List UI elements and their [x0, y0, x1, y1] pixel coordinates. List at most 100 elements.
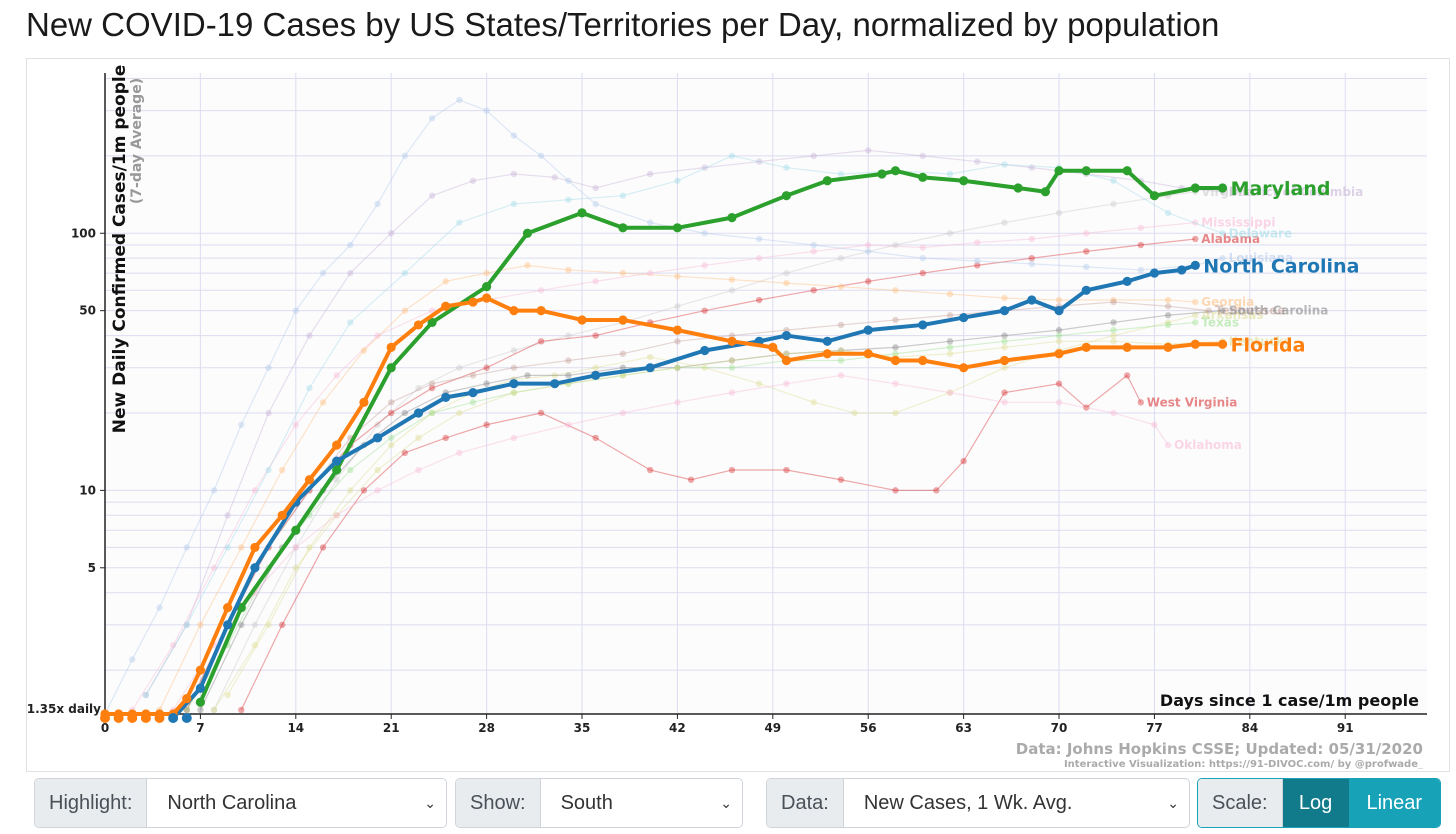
x-tick-label: 14 — [287, 721, 304, 735]
highlight-select[interactable]: Highlight: North Carolina ⌄ — [34, 778, 447, 828]
series-label: Kentucky — [1229, 334, 1292, 348]
data-point — [1055, 209, 1063, 217]
data-point — [946, 338, 954, 345]
data-point — [810, 287, 817, 294]
data-point — [959, 176, 969, 186]
data-point — [524, 262, 531, 269]
data-point — [1164, 441, 1172, 449]
data-point — [863, 325, 873, 335]
data-point — [347, 487, 354, 494]
data-point — [522, 228, 533, 238]
data-point — [672, 325, 683, 335]
data-point — [1110, 409, 1117, 417]
data-point — [946, 389, 954, 396]
data-point — [863, 349, 873, 359]
data-point — [837, 283, 845, 290]
x-tick-label: 56 — [860, 721, 877, 735]
series-label: Tennessee — [1215, 304, 1286, 318]
data-point — [974, 257, 981, 265]
data-point — [781, 330, 792, 341]
data-point — [510, 170, 518, 178]
scale-label: Scale: — [1198, 779, 1283, 827]
data-point — [1081, 285, 1091, 295]
data-point — [783, 164, 790, 171]
data-point — [442, 434, 449, 442]
data-point — [1164, 321, 1172, 329]
data-point — [946, 290, 954, 298]
series-line-georgia — [158, 264, 1196, 711]
data-point — [1205, 307, 1213, 314]
data-point — [292, 307, 300, 314]
linear-scale-button[interactable]: Linear — [1348, 779, 1440, 827]
series-line-oklahoma — [172, 374, 1169, 711]
data-point — [1219, 307, 1226, 314]
data-point — [428, 384, 436, 392]
series-line-west-virginia — [240, 374, 1142, 711]
data-point — [401, 449, 409, 457]
data-point — [619, 409, 627, 417]
data-point — [223, 603, 233, 613]
data-point — [413, 320, 424, 330]
data-point — [918, 172, 928, 182]
data-point — [1177, 265, 1187, 275]
log-scale-button[interactable]: Log — [1282, 779, 1349, 827]
data-point — [592, 434, 599, 442]
data-point — [183, 621, 190, 629]
data-point — [347, 319, 354, 326]
data-point — [550, 379, 560, 389]
data-point — [783, 466, 790, 474]
axis-dot — [113, 713, 124, 723]
data-point — [999, 355, 1010, 366]
data-point — [224, 544, 231, 551]
data-point — [810, 399, 817, 406]
x-tick-label: 63 — [955, 721, 972, 735]
data-point — [483, 380, 490, 387]
data-point — [333, 372, 340, 379]
data-point — [1110, 319, 1117, 326]
data-point — [183, 706, 190, 714]
data-point — [413, 408, 424, 418]
credit-text: Interactive Visualization: https://91-DI… — [1064, 759, 1423, 769]
data-point — [1164, 296, 1172, 304]
data-point — [388, 409, 395, 417]
data-point — [1190, 260, 1200, 270]
data-point — [524, 372, 531, 379]
data-point — [837, 372, 845, 379]
data-point — [238, 544, 245, 551]
data-point — [360, 347, 368, 354]
data-point — [388, 434, 395, 442]
data-point — [428, 115, 436, 122]
source-text: Data: Johns Hopkins CSSE; Updated: 05/31… — [1016, 740, 1423, 758]
data-point — [510, 389, 518, 396]
data-point — [1001, 389, 1008, 396]
data-point — [401, 409, 409, 417]
data-point — [292, 544, 300, 551]
data-point — [332, 465, 342, 475]
data-point — [456, 409, 463, 417]
series-label: North Carolina — [1203, 255, 1359, 277]
data-point — [250, 542, 260, 553]
data-point — [974, 239, 981, 246]
data-point — [183, 544, 190, 551]
data-point — [386, 363, 396, 373]
data-select[interactable]: Data: New Cases, 1 Wk. Avg. ⌄ — [766, 778, 1190, 828]
data-point — [1137, 399, 1144, 406]
data-point — [674, 303, 681, 310]
data-point — [510, 434, 518, 442]
data-point — [565, 372, 572, 379]
data-point — [374, 421, 381, 428]
data-point — [946, 389, 954, 396]
show-select[interactable]: Show: South ⌄ — [455, 778, 743, 828]
x-tick-label: 42 — [669, 721, 686, 735]
show-value: South — [560, 791, 613, 814]
data-point — [195, 683, 206, 693]
data-point — [1149, 268, 1160, 278]
data-point — [183, 621, 190, 629]
data-point — [728, 357, 736, 364]
data-point — [210, 706, 218, 714]
data-point — [565, 196, 572, 203]
data-point — [224, 512, 231, 519]
data-point — [892, 350, 899, 357]
data-point — [319, 544, 327, 551]
data-point — [646, 269, 654, 277]
